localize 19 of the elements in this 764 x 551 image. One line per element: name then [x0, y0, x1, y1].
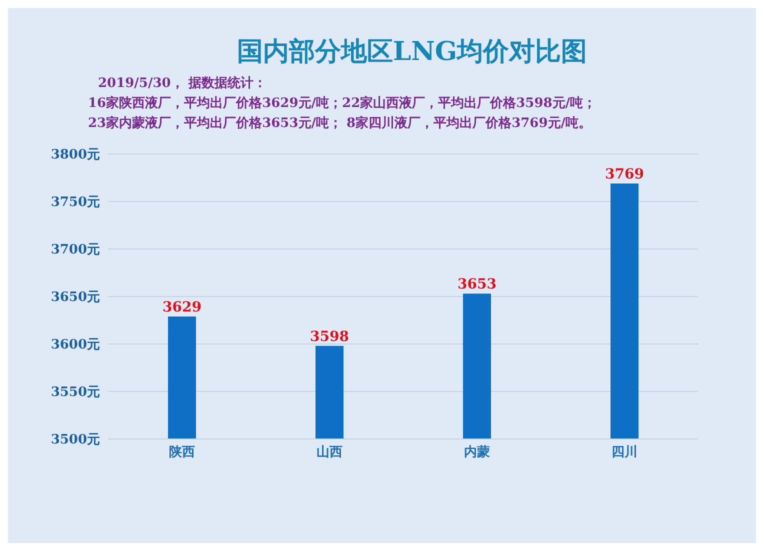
y-tick-label: 3500元: [50, 432, 100, 448]
data-label: 3629: [162, 299, 202, 316]
data-label: 3769: [605, 166, 644, 182]
x-tick-label: 四川: [611, 445, 638, 460]
y-tick-label: 3800元: [50, 148, 100, 163]
text: 2019/5/30， 据数据统计：: [97, 74, 268, 93]
text: 16家陕西液厂，平均出厂价格3629元/吨；22家山西液厂，平均出厂价格3598元/吨；: [88, 94, 598, 113]
chart-title: 国内部分地区LNG均价对比图: [236, 36, 588, 69]
x-tick-label: 内蒙: [464, 444, 490, 460]
y-tick-label: 3700元: [50, 242, 100, 258]
y-tick-label: 3650元: [50, 290, 100, 306]
y-tick-label: 3750元: [50, 195, 100, 210]
y-tick-label: 3600元: [50, 338, 100, 353]
y-tick-label: 3550元: [50, 385, 100, 400]
x-tick-label: 陕西: [168, 445, 195, 460]
x-tick-label: 山西: [316, 445, 342, 460]
data-label: 3598: [310, 328, 349, 345]
data-label: 3653: [458, 276, 496, 293]
text: 23家内蒙液厂，平均出厂价格3653元/吨； 8家四川液厂，平均出厂价格3769元/吨。: [88, 114, 593, 133]
